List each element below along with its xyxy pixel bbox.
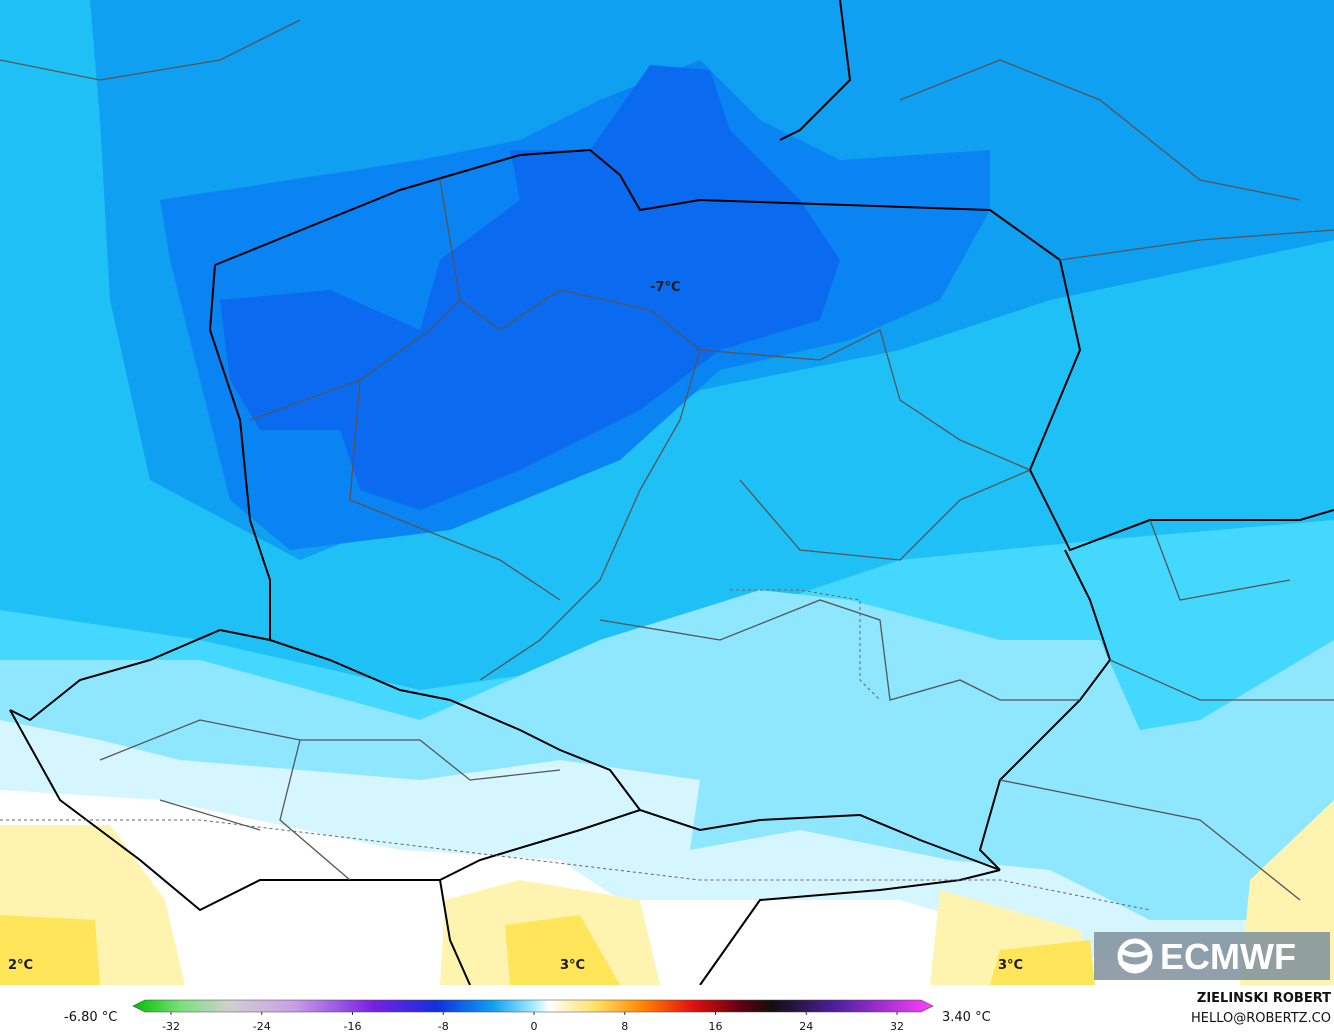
temperature-label: 3°C xyxy=(560,958,585,973)
borders xyxy=(0,0,1334,986)
colorbar-tick-label: 8 xyxy=(621,1020,628,1033)
credit-email: HELLO@ROBERTZ.CO xyxy=(1191,1011,1331,1026)
temperature-label: -7°C xyxy=(650,280,680,295)
colorbar-tick-label: 32 xyxy=(890,1020,904,1033)
max-label: 3.40 °C xyxy=(942,1010,991,1025)
colorbar-tick-label: -8 xyxy=(438,1020,449,1033)
colorbar xyxy=(132,999,934,1013)
logo-text: ECMWF xyxy=(1160,936,1296,977)
colorbar-tick-label: 16 xyxy=(709,1020,723,1033)
colorbar-tick-label: -32 xyxy=(162,1020,180,1033)
min-label: -6.80 °C xyxy=(64,1010,117,1025)
logo-icon xyxy=(1117,938,1153,974)
colorbar-tick-label: 24 xyxy=(799,1020,813,1033)
temperature-field xyxy=(0,0,1334,985)
colorbar-tick-label: 0 xyxy=(531,1020,538,1033)
temperature-label: 2°C xyxy=(8,958,33,973)
colorbar-tick-label: -16 xyxy=(344,1020,362,1033)
credit-name: ZIELINSKI ROBERT xyxy=(1197,991,1331,1006)
temperature-label: 3°C xyxy=(998,958,1023,973)
colorbar-tick-label: -24 xyxy=(253,1020,271,1033)
